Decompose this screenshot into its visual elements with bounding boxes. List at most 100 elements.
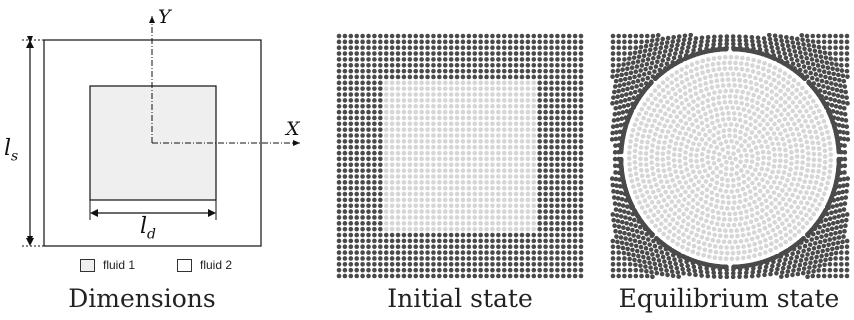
fluid-1-particle [478, 115, 483, 121]
fluid-1-particle [787, 187, 792, 192]
fluid-2-particle [419, 261, 424, 267]
fluid-2-particle [838, 57, 844, 62]
fluid-1-particle [793, 187, 798, 193]
fluid-1-particle [789, 150, 794, 155]
fluid-1-particle [490, 121, 495, 127]
fluid-2-particle [401, 51, 407, 56]
fluid-2-particle [442, 261, 448, 267]
fluid-2-particle [484, 244, 489, 250]
fluid-1-particle [460, 197, 466, 203]
fluid-1-particle [792, 209, 797, 215]
fluid-1-particle [431, 109, 436, 115]
fluid-1-particle [728, 122, 734, 127]
fluid-2-particle [779, 270, 785, 275]
fluid-1-particle [472, 203, 478, 209]
fluid-1-particle [748, 115, 753, 121]
fluid-2-particle [466, 39, 472, 45]
fluid-2-particle [572, 39, 578, 45]
fluid-2-particle [572, 51, 578, 56]
fluid-2-particle [560, 244, 566, 250]
fluid-2-particle [632, 50, 638, 56]
fluid-2-particle [639, 63, 645, 68]
fluid-2-particle [616, 62, 622, 68]
fluid-1-particle [431, 92, 436, 97]
fluid-2-particle [814, 235, 820, 241]
fluid-1-particle [782, 183, 788, 188]
fluid-1-particle [395, 174, 401, 179]
fluid-2-particle [795, 41, 801, 46]
fluid-2-particle [354, 144, 360, 150]
fluid-2-particle [555, 162, 560, 168]
fluid-1-particle [666, 213, 672, 218]
fluid-2-particle [336, 45, 342, 51]
fluid-2-particle [519, 273, 525, 279]
fluid-1-particle [425, 215, 430, 220]
fluid-1-particle [776, 118, 782, 124]
fluid-1-particle [679, 101, 685, 106]
fluid-2-particle [389, 261, 395, 267]
fluid-2-particle [795, 271, 801, 277]
fluid-1-particle [691, 141, 696, 147]
fluid-2-particle [832, 121, 838, 127]
fluid-2-particle [808, 70, 814, 76]
fluid-2-particle [755, 35, 761, 41]
fluid-2-particle [378, 156, 383, 162]
fluid-2-particle [743, 274, 749, 279]
fluid-2-particle [519, 51, 525, 56]
fluid-2-particle [615, 218, 621, 224]
fluid-1-particle [478, 185, 483, 191]
fluid-2-particle [838, 149, 844, 155]
fluid-2-particle [611, 217, 616, 223]
fluid-2-particle [572, 232, 578, 238]
fluid-2-particle [835, 196, 841, 202]
fluid-1-particle [454, 203, 460, 209]
fluid-2-particle [484, 33, 489, 39]
fluid-2-particle [566, 221, 572, 226]
fluid-2-particle [336, 156, 342, 162]
fluid-2-particle [342, 238, 348, 244]
fluid-2-particle [826, 107, 832, 113]
fluid-2-particle [647, 260, 652, 266]
fluid-1-particle [727, 155, 733, 161]
fluid-2-particle [372, 267, 377, 273]
fluid-1-particle [771, 71, 777, 76]
fluid-2-particle [844, 33, 850, 39]
fluid-1-particle [758, 77, 764, 83]
fluid-1-particle [490, 162, 495, 168]
fluid-1-particle [662, 140, 667, 145]
fluid-1-particle [413, 109, 419, 115]
fluid-1-particle [490, 109, 495, 115]
fluid-2-particle [764, 48, 769, 53]
fluid-1-particle [765, 230, 771, 236]
fluid-1-particle [789, 204, 794, 210]
fluid-1-particle [629, 178, 635, 184]
fluid-2-particle [730, 37, 736, 43]
fluid-1-particle [448, 174, 454, 179]
fluid-2-particle [537, 45, 542, 51]
fluid-1-particle [708, 202, 714, 207]
fluid-2-particle [612, 223, 617, 229]
fluid-1-particle [733, 239, 738, 245]
fluid-1-particle [732, 211, 738, 217]
fluid-2-particle [513, 51, 519, 56]
fluid-1-particle [761, 72, 767, 78]
fluid-1-particle [525, 121, 531, 127]
fluid-1-particle [454, 115, 460, 121]
fluid-2-particle [466, 273, 472, 279]
fluid-2-particle [354, 51, 360, 56]
fluid-2-particle [395, 68, 401, 74]
fluid-1-particle [795, 205, 801, 210]
fluid-1-particle [679, 80, 685, 85]
fluid-2-particle [378, 103, 383, 109]
fluid-1-particle [737, 193, 742, 199]
fluid-1-particle [525, 215, 531, 220]
fluid-1-particle [383, 226, 389, 232]
fluid-2-particle [838, 273, 844, 279]
fluid-2-particle [578, 273, 584, 279]
fluid-1-particle [639, 121, 644, 126]
fluid-1-particle [670, 86, 676, 92]
fluid-2-particle [838, 33, 844, 39]
fluid-1-particle [671, 152, 677, 158]
fluid-2-particle [407, 261, 413, 267]
fluid-2-particle [354, 168, 360, 173]
